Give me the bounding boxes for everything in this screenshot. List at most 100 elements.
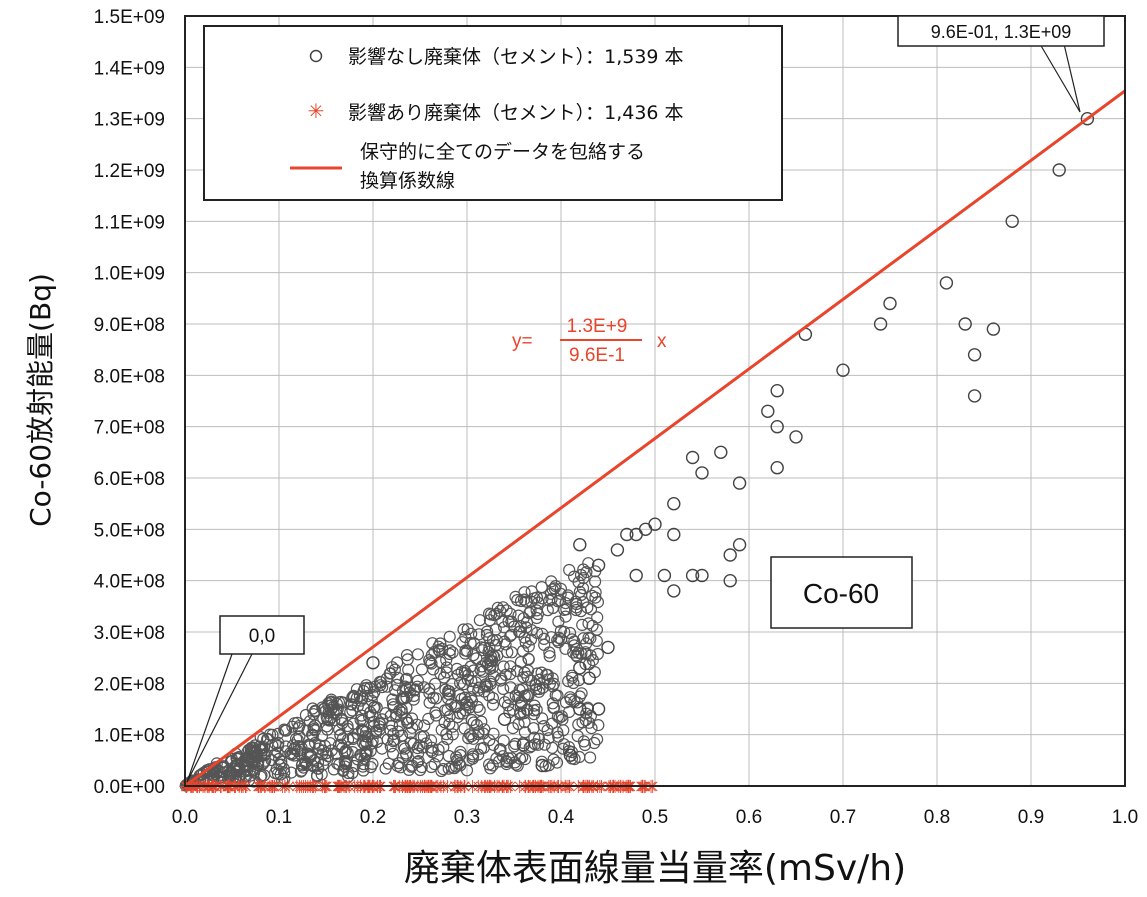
scatter-point-affected: ✳ xyxy=(621,777,636,798)
scatter-point-affected: ✳ xyxy=(440,777,455,798)
scatter-point-affected: ✳ xyxy=(522,777,537,798)
scatter-point-affected: ✳ xyxy=(477,777,492,798)
scatter-point-cloud xyxy=(530,703,543,716)
scatter-point-affected: ✳ xyxy=(201,777,216,798)
x-tick-labels: 0.0 0.1 0.2 0.3 0.4 0.5 0.6 0.7 0.8 0.9 1.0 xyxy=(172,807,1138,828)
scatter-point-affected: ✳ xyxy=(447,777,462,798)
scatter-point-cloud xyxy=(514,620,527,633)
scatter-point-cloud xyxy=(505,752,518,765)
x-tick-label: 0.8 xyxy=(924,807,950,828)
scatter-point-cloud xyxy=(500,604,513,617)
y-tick-label: 1.2E+09 xyxy=(94,161,165,182)
scatter-point-affected: ✳ xyxy=(227,777,242,798)
callout-origin-pointer xyxy=(186,653,233,783)
scatter-point-cloud xyxy=(279,724,292,737)
y-tick-label: 6.0E+08 xyxy=(94,469,165,490)
y-tick-label: 8.0E+08 xyxy=(94,366,165,387)
scatter-point-affected: ✳ xyxy=(289,777,304,798)
x-tick-label: 0.6 xyxy=(736,807,762,828)
scatter-point-cloud xyxy=(483,734,496,747)
scatter-point-cloud xyxy=(541,668,554,682)
scatter-point-affected: ✳ xyxy=(450,777,465,798)
scatter-cloud xyxy=(179,557,605,792)
scatter-point xyxy=(667,584,681,598)
scatter-point-affected: ✳ xyxy=(526,777,541,798)
callout-origin: 0,0 xyxy=(186,615,305,783)
scatter-point-cloud xyxy=(449,760,462,773)
scatter-point-affected: ✳ xyxy=(532,777,547,798)
scatter-point-cloud xyxy=(466,682,480,695)
scatter-point-cloud xyxy=(547,701,560,715)
scatter-point-affected: ✳ xyxy=(436,777,451,798)
scatter-point-cloud xyxy=(543,650,556,663)
scatter-point-affected: ✳ xyxy=(361,777,376,798)
scatter-point-affected: ✳ xyxy=(318,777,333,798)
scatter-point-affected: ✳ xyxy=(482,777,497,798)
scatter-point-affected: ✳ xyxy=(365,777,380,798)
scatter-point-cloud xyxy=(577,571,590,585)
scatter-point-affected: ✳ xyxy=(372,777,387,798)
scatter-point-affected: ✳ xyxy=(430,777,445,798)
scatter-point-affected: ✳ xyxy=(528,777,543,798)
scatter-point-cloud xyxy=(577,563,590,576)
nuclide-box xyxy=(770,556,913,629)
scatter-point-affected: ✳ xyxy=(547,777,562,798)
scatter-point-cloud xyxy=(412,747,425,760)
scatter-point-affected: ✳ xyxy=(605,777,620,798)
scatter-point-affected: ✳ xyxy=(420,777,435,798)
scatter-point-affected: ✳ xyxy=(419,777,434,798)
scatter-point-affected: ✳ xyxy=(305,777,320,798)
scatter-point-affected: ✳ xyxy=(405,777,420,798)
equation-suffix: x xyxy=(657,331,667,352)
scatter-point-cloud xyxy=(373,720,386,733)
scatter-point-affected: ✳ xyxy=(623,777,638,798)
scatter-point-cloud xyxy=(579,646,592,659)
legend-label-affected: 影響あり廃棄体（セメント）：1,436 本 xyxy=(348,102,684,124)
scatter-point-cloud xyxy=(342,766,355,780)
scatter-point-cloud xyxy=(586,619,599,632)
y-tick-label: 1.1E+09 xyxy=(94,212,165,233)
scatter-point-cloud xyxy=(451,668,465,681)
scatter-point-affected: ✳ xyxy=(424,777,439,798)
scatter-point xyxy=(770,461,784,475)
y-tick-labels: 0.0E+00 1.0E+08 2.0E+08 3.0E+08 4.0E+08 5.0E+… xyxy=(94,7,165,798)
x-tick-label: 0.4 xyxy=(548,807,575,828)
scatter-point-cloud xyxy=(585,721,598,735)
scatter-point-cloud xyxy=(360,736,373,750)
scatter-point-cloud xyxy=(477,727,490,740)
scatter-point-cloud xyxy=(553,711,566,724)
scatter-point-cloud xyxy=(479,656,493,669)
scatter-point-cloud xyxy=(443,644,457,657)
scatter-point-affected: ✳ xyxy=(536,777,551,798)
legend-box xyxy=(203,25,783,201)
scatter-point-affected: ✳ xyxy=(503,777,518,798)
scatter-point-cloud xyxy=(415,730,428,744)
scatter-point-cloud xyxy=(542,732,555,745)
scatter-point-affected: ✳ xyxy=(417,777,432,798)
scatter-point-affected: ✳ xyxy=(496,777,511,798)
scatter-point-cloud xyxy=(566,671,579,684)
scatter-point-cloud xyxy=(319,705,332,718)
scatter-point xyxy=(958,317,972,331)
scatter-point-affected: ✳ xyxy=(234,777,249,798)
scatter-point-cloud xyxy=(496,615,509,628)
scatter-point-cloud xyxy=(453,757,466,770)
scatter-point-affected: ✳ xyxy=(578,777,593,798)
callout-origin-box xyxy=(219,615,305,655)
scatter-point-cloud xyxy=(575,687,588,700)
scatter-point-cloud xyxy=(387,734,400,748)
equation: y= 1.3E+9 9.6E-1 x xyxy=(512,316,667,366)
scatter-point-cloud xyxy=(545,717,559,730)
y-tick-label: 2.0E+08 xyxy=(94,674,165,695)
scatter-point-cloud xyxy=(427,663,440,676)
scatter-point-affected: ✳ xyxy=(200,777,215,798)
scatter-point-cloud xyxy=(569,603,583,617)
scatter-point-cloud xyxy=(425,657,438,670)
scatter-point-cloud xyxy=(197,766,210,779)
scatter-point-affected: ✳ xyxy=(447,777,462,798)
scatter-point-cloud xyxy=(453,707,466,720)
scatter-point-cloud xyxy=(373,716,386,729)
scatter-point-cloud xyxy=(288,741,301,755)
scatter-point xyxy=(1052,163,1066,177)
scatter-point-cloud xyxy=(517,593,531,606)
